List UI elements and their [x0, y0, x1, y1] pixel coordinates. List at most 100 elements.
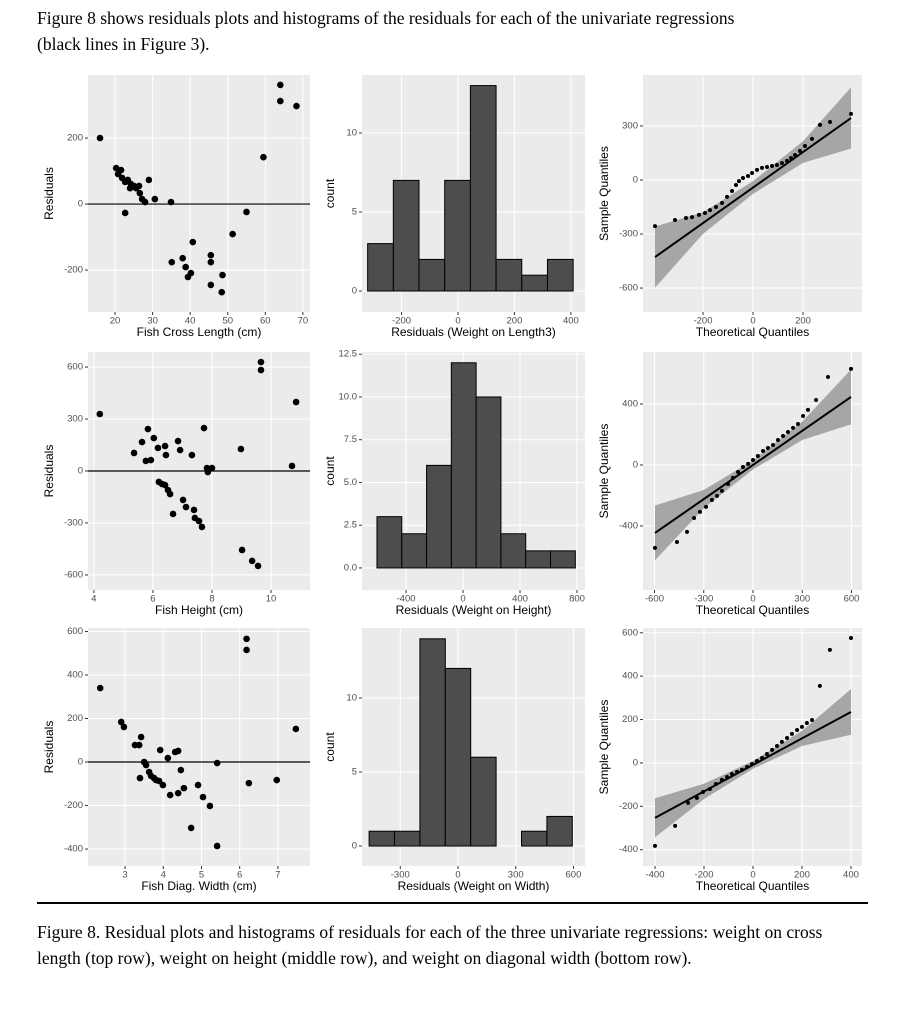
x-tick-label: -200	[694, 870, 713, 881]
point	[237, 445, 245, 453]
x-tick-label: 0	[750, 316, 755, 327]
bar	[495, 258, 523, 292]
point	[714, 205, 718, 210]
y-tick-label: 12.5	[339, 349, 358, 360]
panel: 4 6 8 10 -600 -300 0 300 600 Fish Height (cm) Resi…	[42, 352, 310, 617]
point	[96, 684, 104, 692]
point	[730, 188, 734, 193]
point	[789, 156, 793, 161]
point	[180, 784, 188, 792]
bar	[392, 179, 420, 292]
point	[849, 366, 854, 371]
y-tick-label: 600	[67, 626, 83, 637]
plot-background	[88, 75, 310, 312]
point	[708, 208, 712, 213]
bar	[450, 362, 477, 569]
y-tick-label: 0	[352, 841, 357, 852]
point	[795, 421, 800, 426]
y-tick-label: 5	[352, 207, 357, 218]
point	[179, 496, 187, 504]
point	[652, 545, 657, 550]
point	[260, 153, 267, 161]
point	[750, 762, 755, 767]
point	[673, 823, 678, 828]
point	[142, 457, 150, 465]
point	[828, 120, 832, 125]
point	[136, 774, 144, 782]
point	[238, 546, 246, 554]
y-tick-label: 5	[352, 767, 357, 778]
point	[684, 215, 688, 220]
y-tick-label: 0	[633, 175, 638, 186]
y-tick-label: 400	[67, 670, 83, 681]
x-tick-label: 10	[266, 594, 277, 605]
point	[736, 469, 741, 474]
point	[765, 165, 769, 170]
bar	[500, 533, 527, 569]
panel: -600 -300 0 300 600 -400 0 400 Theoretical Quant…	[597, 352, 862, 617]
bar	[550, 550, 576, 569]
y-tick-label: 400	[622, 399, 638, 410]
point	[114, 170, 122, 178]
x-tick-label: 400	[512, 594, 528, 605]
point	[674, 539, 679, 544]
point	[781, 434, 786, 439]
y-tick-label: 400	[622, 671, 638, 682]
point	[750, 170, 754, 175]
point	[779, 739, 784, 744]
point	[254, 562, 262, 570]
point	[805, 407, 810, 412]
point	[213, 759, 221, 767]
x-tick-label: -200	[693, 316, 712, 327]
y-axis-title: Sample Quantiles	[597, 700, 611, 795]
y-tick-label: -200	[64, 265, 83, 276]
x-tick-label: 7	[275, 870, 280, 881]
y-axis-title: count	[323, 732, 337, 762]
x-tick-label: 3	[122, 870, 127, 881]
x-tick-label: 0	[460, 594, 465, 605]
point	[793, 152, 797, 157]
point	[293, 102, 300, 110]
point	[159, 781, 167, 789]
x-tick-label: 4	[161, 870, 166, 881]
point	[726, 482, 731, 487]
x-axis-title: Residuals (Weight on Length3)	[391, 325, 556, 339]
point	[273, 776, 281, 784]
point	[803, 143, 807, 148]
y-tick-label: -200	[64, 800, 83, 811]
point	[141, 198, 149, 206]
bar	[401, 533, 428, 569]
panel: -400 0 400 800 0.0 2.5 5.0 7.5 10.0 12.5 Residuals…	[323, 349, 585, 617]
y-tick-label: -300	[619, 229, 638, 240]
plot-background	[88, 628, 310, 866]
x-axis-title: Residuals (Weight on Height)	[396, 603, 552, 617]
point	[187, 269, 195, 277]
point	[213, 842, 221, 850]
x-tick-label: 300	[508, 870, 524, 881]
point	[195, 517, 203, 525]
point	[764, 752, 769, 757]
point	[206, 802, 214, 810]
x-tick-label: 0	[455, 870, 460, 881]
point	[182, 503, 190, 511]
bar	[546, 815, 573, 847]
x-tick-label: 400	[563, 316, 579, 327]
point	[810, 717, 815, 722]
point	[684, 529, 689, 534]
point	[789, 731, 794, 736]
x-tick-label: 30	[147, 316, 158, 327]
point	[167, 198, 175, 206]
point	[697, 509, 702, 514]
point	[690, 215, 694, 220]
point	[199, 793, 207, 801]
point	[243, 208, 250, 216]
point	[144, 425, 152, 433]
point	[692, 516, 697, 521]
point	[804, 721, 809, 726]
x-tick-label: 4	[91, 594, 96, 605]
point	[182, 263, 189, 271]
y-tick-label: 200	[622, 714, 638, 725]
point	[176, 446, 184, 454]
point	[135, 741, 143, 749]
bar	[368, 830, 396, 847]
